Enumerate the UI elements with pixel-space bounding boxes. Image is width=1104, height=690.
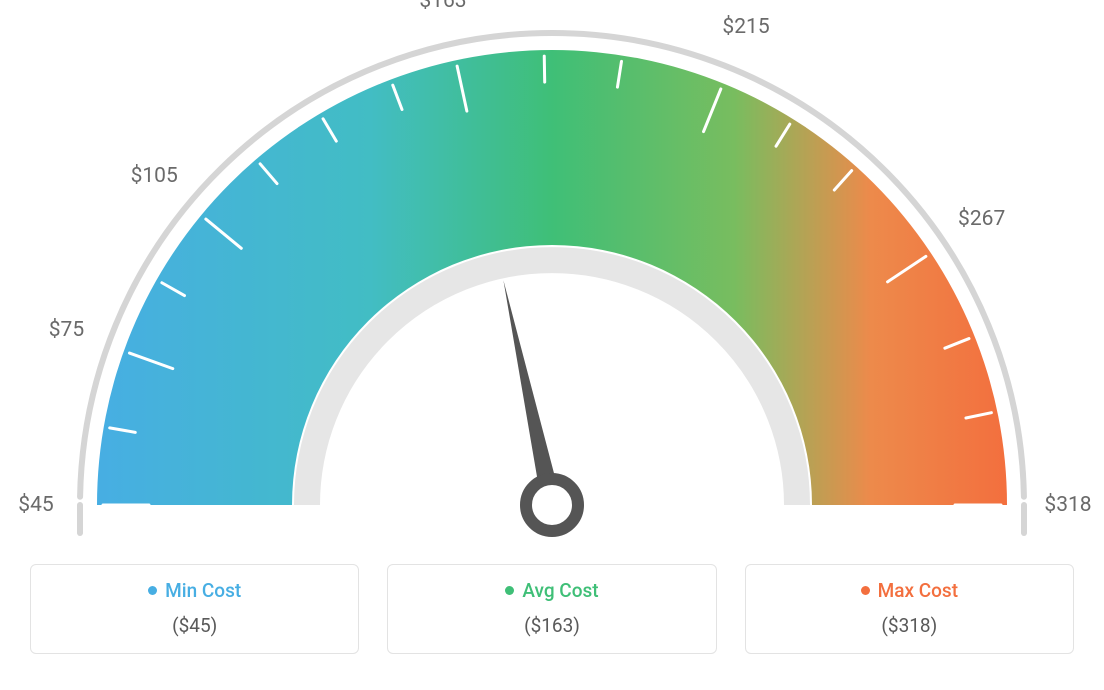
gauge-tick-label: $45 <box>18 493 53 517</box>
legend-title-text: Max Cost <box>878 579 958 602</box>
gauge-svg <box>0 0 1104 560</box>
gauge-tick-label: $318 <box>1044 493 1091 517</box>
legend-card: Min Cost ($45) <box>30 564 359 654</box>
gauge-tick-label: $267 <box>958 207 1005 231</box>
legend-value: ($45) <box>41 614 348 637</box>
legend-dot <box>148 586 157 595</box>
legend-row: Min Cost ($45) Avg Cost ($163) Max Cost ($318… <box>0 564 1104 654</box>
legend-title: Avg Cost <box>505 579 598 602</box>
gauge-chart: $45 $75 $105 $163 $215 $267 $318 <box>0 0 1104 560</box>
legend-title: Max Cost <box>861 579 958 602</box>
legend-dot <box>505 586 514 595</box>
legend-title-text: Avg Cost <box>522 579 598 602</box>
legend-title-text: Min Cost <box>165 579 241 602</box>
gauge-tick-label: $75 <box>49 318 84 342</box>
legend-card: Max Cost ($318) <box>745 564 1074 654</box>
legend-value: ($318) <box>756 614 1063 637</box>
legend-title: Min Cost <box>148 579 241 602</box>
gauge-tick-label: $163 <box>419 0 466 13</box>
gauge-tick-label: $215 <box>722 15 769 39</box>
legend-card: Avg Cost ($163) <box>387 564 716 654</box>
legend-value: ($163) <box>398 614 705 637</box>
legend-dot <box>861 586 870 595</box>
gauge-tick-label: $105 <box>131 164 178 188</box>
